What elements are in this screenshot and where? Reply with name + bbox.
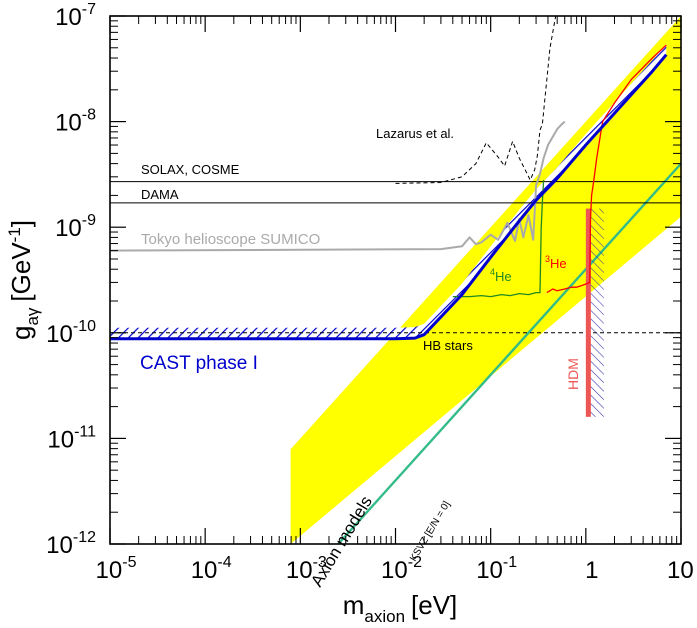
ksvz-line bbox=[337, 162, 681, 544]
label-cast-phase-1: CAST phase I bbox=[140, 353, 258, 374]
y-axis-label-close: ] bbox=[6, 220, 36, 227]
x-tick-label-0: 10-5 bbox=[96, 554, 137, 584]
x-tick-label-2-base: 10 bbox=[286, 557, 313, 584]
series-line-4 bbox=[546, 44, 667, 294]
label-he4: 4He bbox=[490, 267, 512, 284]
label-he4-symbol: He bbox=[495, 269, 512, 284]
y-tick-label-0: 10-12 bbox=[46, 529, 96, 559]
y-tick-label-2-base: 10 bbox=[46, 321, 73, 348]
label-lazarus: Lazarus et al. bbox=[376, 126, 454, 141]
x-tick-label-5: 1 bbox=[585, 557, 598, 584]
x-tick-label-3: 10-2 bbox=[381, 554, 422, 584]
x-tick-label-3-exp: -2 bbox=[408, 554, 422, 571]
x-axis-label-unit: [eV] bbox=[411, 590, 457, 620]
label-he4-mass: 4 bbox=[490, 267, 495, 277]
y-tick-label-5-exp: -7 bbox=[82, 1, 96, 18]
y-tick-label-5: 10-7 bbox=[55, 1, 96, 31]
y-tick-label-3: 10-9 bbox=[55, 212, 96, 242]
label-tokyo-sumico: Tokyo helioscope SUMICO bbox=[141, 231, 320, 248]
x-tick-label-4-base: 10 bbox=[476, 557, 503, 584]
x-tick-label-0-exp: -5 bbox=[122, 554, 136, 571]
x-tick-label-5-base: 1 bbox=[585, 557, 598, 584]
label-hdm: HDM bbox=[565, 358, 581, 390]
y-tick-label-5-base: 10 bbox=[55, 4, 82, 31]
series-line-1 bbox=[110, 120, 566, 252]
y-axis-label-unit: [GeV bbox=[6, 242, 36, 302]
x-axis-label: maxion [eV] bbox=[343, 590, 458, 626]
label-he3: 3He bbox=[545, 254, 567, 271]
y-tick-label-4: 10-8 bbox=[55, 107, 96, 137]
label-dama: DAMA bbox=[141, 187, 179, 202]
y-axis-label-sub: aγ bbox=[23, 307, 42, 325]
x-tick-label-4: 10-1 bbox=[476, 554, 517, 584]
series-line-2 bbox=[395, 16, 557, 184]
x-tick-label-0-base: 10 bbox=[96, 557, 123, 584]
series-line-0 bbox=[110, 53, 668, 341]
y-tick-label-3-exp: -9 bbox=[82, 212, 96, 229]
x-tick-label-6: 10 bbox=[667, 557, 694, 584]
y-tick-label-4-base: 10 bbox=[55, 110, 82, 137]
label-he3-mass: 3 bbox=[545, 254, 550, 264]
x-tick-label-6-base: 10 bbox=[667, 557, 694, 584]
y-axis-label-main: g bbox=[6, 326, 36, 340]
plot-area bbox=[110, 16, 681, 544]
x-tick-label-1-exp: -4 bbox=[217, 554, 231, 571]
y-tick-label-1-base: 10 bbox=[47, 426, 74, 453]
y-tick-label-1: 10-11 bbox=[47, 423, 96, 453]
x-axis-label-sub: axion bbox=[364, 607, 405, 626]
series-line-3 bbox=[452, 179, 545, 298]
y-axis-label-sup: -1 bbox=[5, 227, 24, 242]
x-tick-label-3-base: 10 bbox=[381, 557, 408, 584]
hdm-bar bbox=[585, 208, 591, 417]
y-tick-label-2-exp: -10 bbox=[73, 318, 96, 335]
y-tick-label-2: 10-10 bbox=[46, 318, 96, 348]
x-tick-label-4-exp: -1 bbox=[503, 554, 517, 571]
axes: 10-5 10-4 10-3 10-2 10-1 1 1010-1210-1110-1010… bbox=[46, 1, 694, 584]
hdm-hatch bbox=[587, 208, 604, 417]
x-tick-label-1-base: 10 bbox=[191, 557, 218, 584]
y-tick-label-0-base: 10 bbox=[46, 532, 73, 559]
y-tick-label-3-base: 10 bbox=[55, 215, 82, 242]
x-tick-label-2: 10-3 bbox=[286, 554, 327, 584]
y-tick-label-1-exp: -11 bbox=[74, 423, 96, 440]
y-tick-label-4-exp: -8 bbox=[82, 107, 96, 124]
y-tick-label-0-exp: -12 bbox=[73, 529, 96, 546]
x-tick-label-2-exp: -3 bbox=[313, 554, 327, 571]
x-tick-label-1: 10-4 bbox=[191, 554, 232, 584]
label-solax-cosme: SOLAX, COSME bbox=[141, 162, 240, 177]
x-axis-label-main: m bbox=[343, 590, 365, 620]
y-axis-label: gaγ [GeV-1] bbox=[5, 220, 42, 340]
label-hb-stars: HB stars bbox=[423, 338, 473, 353]
label-he3-symbol: He bbox=[550, 256, 567, 271]
